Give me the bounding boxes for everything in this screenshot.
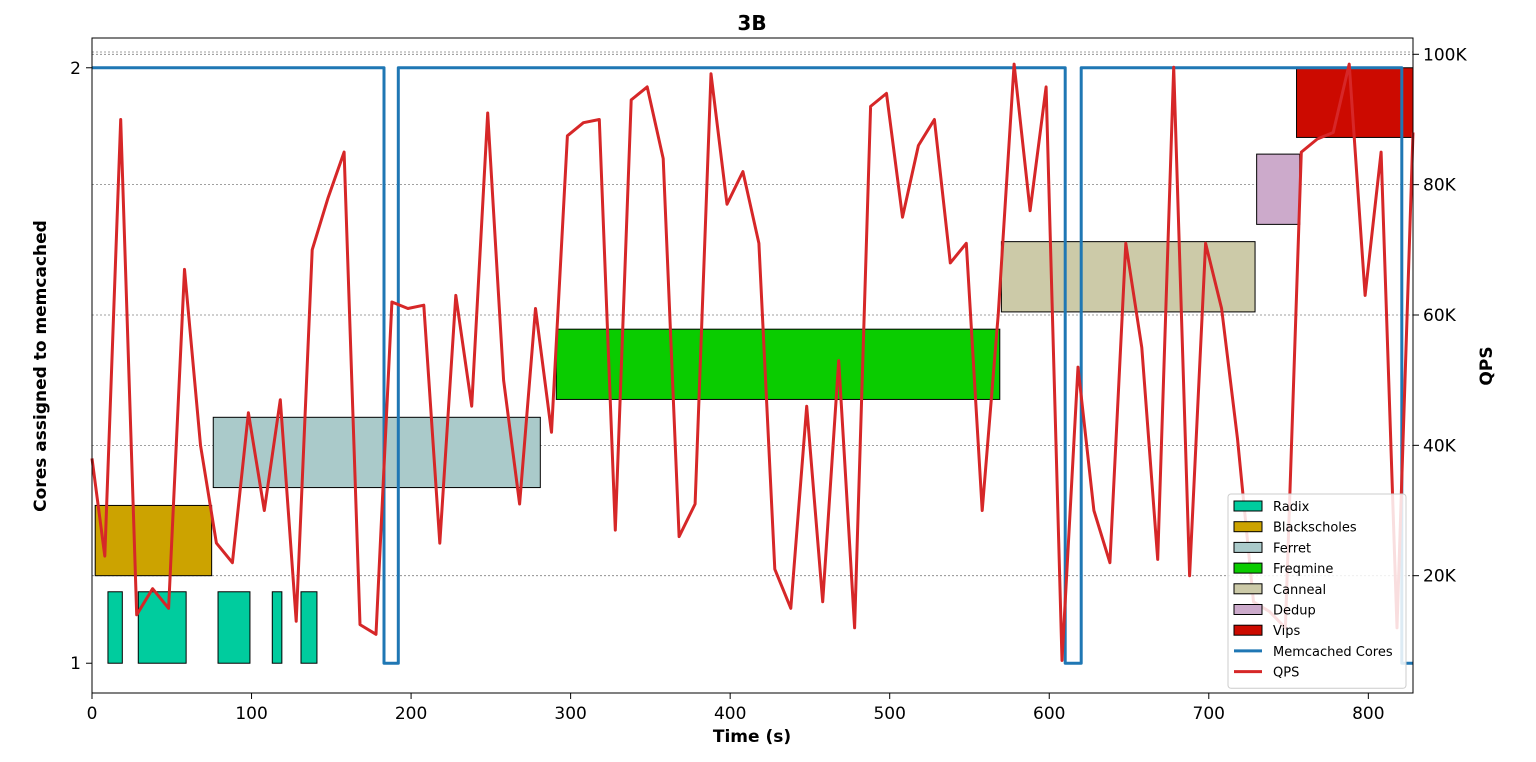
legend-swatch-blackscholes	[1233, 521, 1263, 533]
legend-label: Canneal	[1273, 583, 1326, 598]
y-axis-right-label: QPS	[1477, 346, 1497, 385]
job-bar-radix	[300, 591, 318, 664]
legend-swatch-canneal	[1233, 583, 1263, 595]
job-bar-radix	[271, 591, 283, 664]
y-axis-left-label: Cores assigned to memcached	[31, 220, 51, 512]
job-bar-radix	[217, 591, 251, 664]
y-right-tick-label: 80K	[1423, 176, 1457, 196]
x-tick-label: 800	[1352, 704, 1384, 724]
y-left-tick-label: 2	[70, 59, 81, 79]
legend-label: Blackscholes	[1273, 521, 1357, 536]
legend: Radix Blackscholes Ferret Freqmine Canneal De…	[1227, 493, 1407, 689]
job-bar-radix	[107, 591, 123, 664]
legend-swatch-dedup	[1233, 604, 1263, 615]
y-axis-left: 12	[70, 59, 92, 674]
legend-swatch-freqmine	[1233, 562, 1263, 574]
y-right-tick-label: 20K	[1423, 567, 1457, 587]
x-tick-label: 0	[87, 704, 98, 724]
job-bar-dedup	[1256, 153, 1301, 225]
x-axis-label: Time (s)	[713, 727, 791, 747]
x-axis: 0 100 200 300 400 500 600 700 800	[87, 693, 1385, 724]
x-tick-label: 600	[1033, 704, 1065, 724]
legend-label: Freqmine	[1273, 562, 1333, 577]
y-right-tick-label: 60K	[1423, 306, 1457, 326]
y-right-tick-label: 100K	[1423, 45, 1467, 65]
legend-label: QPS	[1273, 666, 1299, 681]
y-axis-right: 20K 40K 60K 80K 100K	[1413, 45, 1467, 587]
x-tick-label: 200	[395, 704, 427, 724]
chart-title: 3B	[737, 11, 766, 35]
x-tick-label: 300	[554, 704, 586, 724]
legend-label: Dedup	[1273, 604, 1316, 619]
job-bar-freqmine	[555, 328, 1001, 400]
legend-label: Vips	[1273, 624, 1300, 639]
job-bar-ferret	[212, 416, 541, 489]
grid-lines	[92, 51, 1413, 577]
x-tick-label: 700	[1193, 704, 1225, 724]
y-right-tick-label: 40K	[1423, 436, 1457, 456]
legend-label: Memcached Cores	[1273, 645, 1393, 660]
legend-swatch-vips	[1233, 624, 1263, 636]
legend-box	[1227, 493, 1407, 689]
legend-swatch-radix	[1233, 500, 1263, 512]
x-tick-label: 500	[873, 704, 905, 724]
job-bar-blackscholes	[94, 504, 213, 577]
y-left-tick-label: 1	[70, 654, 81, 674]
legend-swatch-ferret	[1233, 541, 1263, 553]
plot-frame	[91, 37, 1414, 694]
series-lines	[90, 62, 1415, 665]
job-bar-radix	[137, 591, 187, 664]
legend-label: Radix	[1273, 500, 1310, 515]
x-tick-label: 400	[714, 704, 746, 724]
legend-label: Ferret	[1273, 541, 1311, 556]
x-tick-label: 100	[235, 704, 267, 724]
series-line-memcached-cores	[92, 66, 1413, 665]
series-line-qps	[90, 62, 1415, 662]
